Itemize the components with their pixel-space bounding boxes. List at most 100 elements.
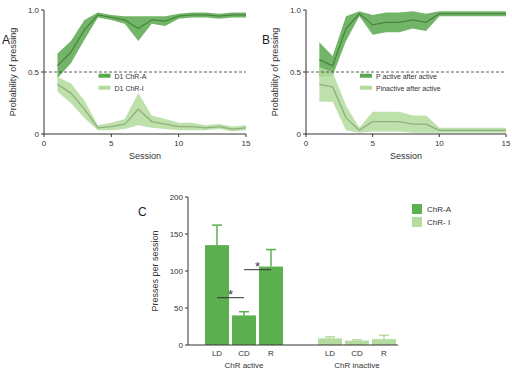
legend-label: P active after active xyxy=(376,73,437,80)
error-bar xyxy=(379,335,389,339)
x-tick-label: 0 xyxy=(304,139,309,148)
series-line xyxy=(319,84,506,130)
legend-label: ChR-A xyxy=(427,205,452,214)
x-tick-label: 10 xyxy=(174,139,183,148)
y-tick-label: 100 xyxy=(170,267,184,276)
legend-swatch xyxy=(412,217,422,227)
y-tick xyxy=(41,72,44,73)
x-axis xyxy=(306,134,506,135)
series-line xyxy=(57,15,246,66)
legend-label: D1 ChR-A xyxy=(115,73,147,80)
y-tick xyxy=(303,72,306,73)
panel-label: B xyxy=(262,33,270,47)
error-cap xyxy=(266,249,276,251)
y-tick xyxy=(185,345,188,346)
y-tick xyxy=(185,308,188,309)
x-tick-label: CD xyxy=(238,349,250,358)
bar xyxy=(345,341,369,345)
panel-label: C xyxy=(138,205,147,219)
x-tick-label: R xyxy=(381,349,387,358)
x-tick-label: 5 xyxy=(109,139,114,148)
x-tick xyxy=(111,134,112,137)
x-tick xyxy=(439,134,440,137)
y-axis-label: Presses per session xyxy=(150,230,160,311)
error-bar xyxy=(212,225,222,245)
error-band xyxy=(319,67,506,133)
legend-swatch xyxy=(360,86,372,90)
x-tick xyxy=(44,134,45,137)
legend-swatch xyxy=(99,86,111,90)
plot-area xyxy=(306,11,506,133)
error-band xyxy=(319,11,506,77)
x-tick-label: 10 xyxy=(435,139,444,148)
x-axis-label: Session xyxy=(129,151,161,161)
error-bar xyxy=(352,339,362,341)
legend-label: ChR- I xyxy=(427,218,450,227)
group-label: ChR inactive xyxy=(334,361,380,370)
x-tick-label: 15 xyxy=(502,139,511,148)
error-cap xyxy=(379,335,389,337)
error-band xyxy=(57,12,246,78)
x-axis xyxy=(188,345,398,346)
y-tick xyxy=(303,10,306,11)
y-axis-label: Probability of pressing xyxy=(8,28,18,117)
error-stem xyxy=(216,225,218,245)
legend-label: D1 ChR-I xyxy=(115,85,144,92)
y-tick-label: 1.0 xyxy=(28,6,40,15)
x-tick-label: 15 xyxy=(242,139,251,148)
x-tick-label: CD xyxy=(351,349,363,358)
significance-label: * xyxy=(228,287,233,302)
x-tick-label: R xyxy=(268,349,274,358)
x-tick xyxy=(246,134,247,137)
legend-swatch xyxy=(360,74,372,78)
y-tick xyxy=(185,234,188,235)
x-axis-label: Session xyxy=(390,151,422,161)
y-tick-label: 0 xyxy=(179,341,184,350)
figure: A00.51.0051015SessionProbability of pres… xyxy=(0,0,512,374)
bar xyxy=(205,245,229,345)
y-tick-label: 0 xyxy=(35,130,40,139)
error-band xyxy=(57,77,246,132)
bar xyxy=(259,267,283,345)
series-line xyxy=(319,14,506,66)
error-cap xyxy=(352,339,362,341)
series-line xyxy=(57,84,246,129)
y-tick-label: 150 xyxy=(170,230,184,239)
bar xyxy=(232,315,256,345)
x-tick xyxy=(178,134,179,137)
y-tick xyxy=(41,10,44,11)
plot-area xyxy=(44,12,246,131)
y-tick-label: 50 xyxy=(174,304,183,313)
error-cap xyxy=(325,336,335,338)
y-tick xyxy=(185,197,188,198)
x-tick xyxy=(372,134,373,137)
legend-swatch xyxy=(412,204,422,214)
error-bar xyxy=(266,250,276,267)
x-tick xyxy=(506,134,507,137)
y-tick-label: 0.5 xyxy=(28,68,40,77)
error-bar xyxy=(239,312,249,316)
x-axis xyxy=(44,134,246,135)
y-tick xyxy=(185,271,188,272)
y-axis-label: Probability of pressing xyxy=(270,28,280,117)
y-tick-label: 0.5 xyxy=(290,68,302,77)
bar xyxy=(372,339,396,345)
y-tick-label: 0 xyxy=(297,130,302,139)
group-label: ChR active xyxy=(224,361,264,370)
legend-label: Pinactive after active xyxy=(376,85,441,92)
legend-swatch xyxy=(99,74,111,78)
x-tick-label: 5 xyxy=(370,139,375,148)
x-tick-label: LD xyxy=(212,349,222,358)
error-cap xyxy=(239,311,249,313)
y-tick-label: 1.0 xyxy=(290,6,302,15)
bar xyxy=(318,338,342,345)
error-stem xyxy=(270,250,272,267)
x-tick-label: LD xyxy=(325,349,335,358)
significance-label: * xyxy=(255,259,260,274)
x-tick-label: 0 xyxy=(42,139,47,148)
x-tick xyxy=(306,134,307,137)
plot-area xyxy=(205,225,396,345)
y-tick-label: 200 xyxy=(170,193,184,202)
error-bar xyxy=(325,337,335,338)
error-cap xyxy=(212,224,222,226)
